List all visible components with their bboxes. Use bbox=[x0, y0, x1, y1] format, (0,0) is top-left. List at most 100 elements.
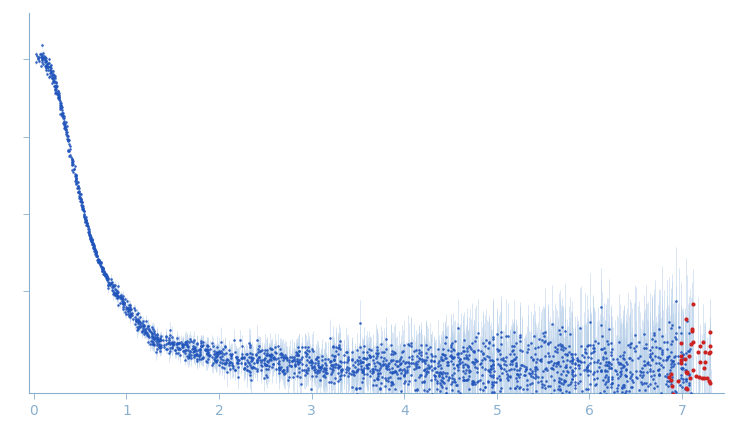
Point bbox=[164, 336, 175, 343]
Point bbox=[325, 359, 336, 366]
Point bbox=[395, 370, 406, 377]
Point bbox=[392, 375, 404, 382]
Point bbox=[182, 342, 194, 349]
Point bbox=[675, 348, 686, 355]
Point bbox=[664, 341, 676, 348]
Point bbox=[638, 358, 650, 365]
Point bbox=[134, 318, 145, 325]
Point bbox=[270, 350, 281, 357]
Point bbox=[446, 343, 458, 350]
Point bbox=[74, 193, 86, 200]
Point bbox=[508, 366, 520, 373]
Point bbox=[504, 384, 516, 391]
Point bbox=[227, 336, 239, 343]
Point bbox=[211, 351, 223, 358]
Point bbox=[486, 381, 498, 388]
Point bbox=[558, 376, 570, 383]
Point bbox=[247, 355, 259, 362]
Point bbox=[301, 347, 313, 354]
Point bbox=[654, 398, 665, 405]
Point bbox=[705, 328, 716, 335]
Point bbox=[491, 375, 503, 382]
Point bbox=[460, 355, 471, 362]
Point bbox=[661, 377, 673, 384]
Point bbox=[232, 359, 244, 366]
Point bbox=[357, 354, 368, 361]
Point bbox=[273, 369, 285, 376]
Point bbox=[292, 360, 304, 367]
Point bbox=[666, 405, 678, 412]
Point bbox=[526, 368, 538, 375]
Point bbox=[435, 369, 447, 376]
Point bbox=[336, 367, 347, 374]
Point bbox=[122, 304, 134, 311]
Point bbox=[581, 363, 593, 370]
Point bbox=[67, 155, 78, 162]
Point bbox=[653, 353, 664, 360]
Point bbox=[240, 361, 251, 368]
Point bbox=[279, 369, 291, 376]
Point bbox=[194, 346, 205, 353]
Point bbox=[144, 340, 156, 347]
Point bbox=[371, 373, 383, 380]
Point bbox=[191, 352, 202, 359]
Point bbox=[75, 199, 87, 206]
Point bbox=[45, 67, 56, 74]
Point bbox=[653, 366, 664, 373]
Point bbox=[246, 364, 258, 371]
Point bbox=[201, 350, 213, 357]
Point bbox=[97, 271, 109, 277]
Point bbox=[122, 308, 134, 315]
Point bbox=[330, 343, 342, 350]
Point bbox=[363, 361, 374, 368]
Point bbox=[567, 373, 579, 380]
Point bbox=[374, 384, 386, 391]
Point bbox=[164, 332, 176, 339]
Point bbox=[496, 356, 507, 363]
Point bbox=[249, 364, 260, 371]
Point bbox=[243, 354, 255, 361]
Point bbox=[575, 343, 587, 350]
Point bbox=[551, 360, 563, 367]
Point bbox=[599, 362, 611, 369]
Point bbox=[618, 384, 629, 391]
Point bbox=[616, 360, 627, 367]
Point bbox=[51, 82, 63, 89]
Point bbox=[418, 366, 430, 373]
Point bbox=[474, 386, 486, 393]
Point bbox=[447, 345, 458, 352]
Point bbox=[70, 180, 82, 187]
Point bbox=[197, 355, 209, 362]
Point bbox=[594, 405, 606, 412]
Point bbox=[170, 341, 182, 348]
Point bbox=[358, 364, 370, 371]
Point bbox=[252, 345, 264, 352]
Point bbox=[401, 364, 413, 371]
Point bbox=[357, 367, 368, 374]
Point bbox=[480, 336, 492, 343]
Point bbox=[558, 378, 570, 385]
Point bbox=[388, 349, 400, 356]
Point bbox=[73, 184, 85, 191]
Point bbox=[379, 355, 390, 362]
Point bbox=[630, 367, 642, 374]
Point bbox=[494, 362, 506, 369]
Point bbox=[683, 370, 695, 377]
Point bbox=[139, 322, 151, 329]
Point bbox=[49, 74, 61, 81]
Point bbox=[167, 340, 179, 347]
Point bbox=[177, 340, 189, 347]
Point bbox=[143, 338, 154, 345]
Point bbox=[694, 343, 705, 350]
Point bbox=[223, 361, 235, 368]
Point bbox=[658, 393, 670, 400]
Point bbox=[50, 82, 61, 89]
Point bbox=[284, 354, 296, 361]
Point bbox=[391, 371, 403, 378]
Point bbox=[555, 386, 567, 393]
Point bbox=[281, 354, 292, 361]
Point bbox=[110, 286, 121, 293]
Point bbox=[425, 357, 436, 364]
Point bbox=[518, 371, 530, 378]
Point bbox=[420, 372, 431, 379]
